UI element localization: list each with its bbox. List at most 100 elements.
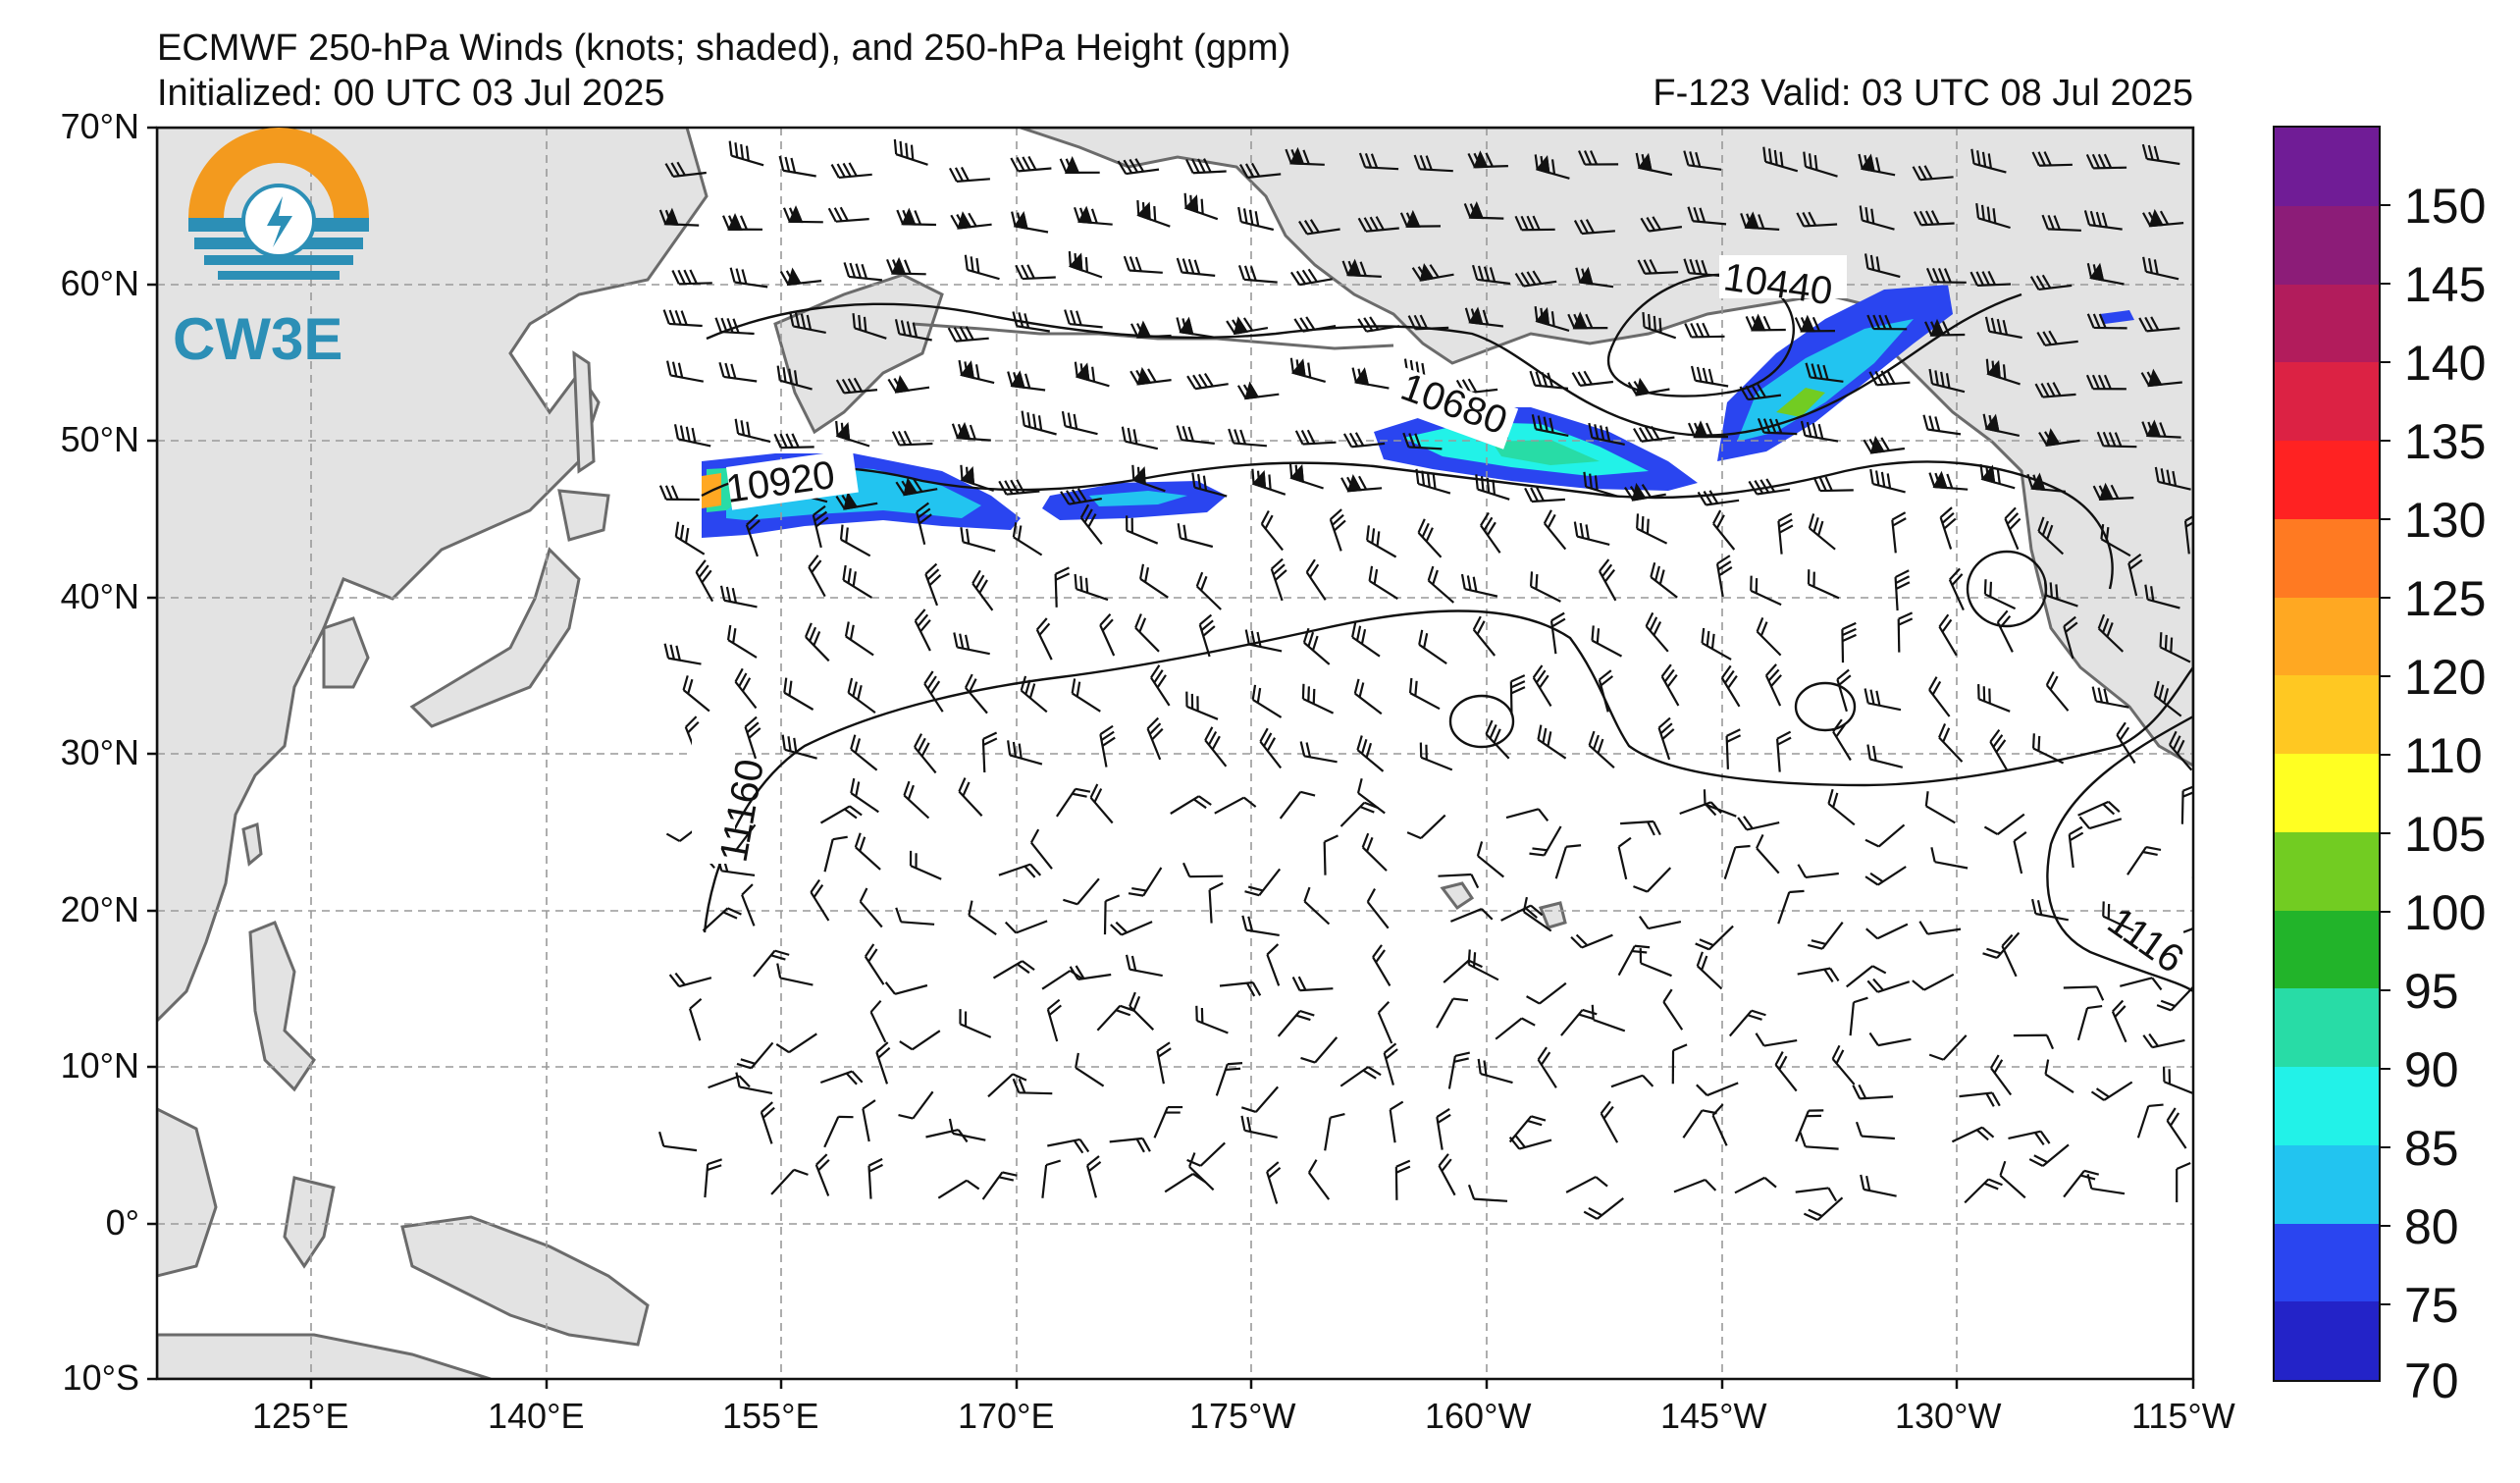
- wind-barb: [1617, 944, 1651, 977]
- wind-barb: [2045, 670, 2070, 712]
- wind-barb: [2031, 151, 2073, 167]
- taiwan: [241, 821, 263, 867]
- wind-barb: [1723, 844, 1751, 879]
- aleutian-chain: [912, 322, 1394, 350]
- map-ticks: [147, 126, 2195, 1389]
- colorbar-tick: [2381, 283, 2390, 285]
- wind-barb: [835, 420, 870, 448]
- wind-barb: [1029, 828, 1053, 870]
- wind-barb: [1684, 322, 1725, 339]
- wind-barb: [1583, 1197, 1624, 1220]
- wind-barb: [718, 361, 758, 383]
- valid-time: F-123 Valid: 03 UTC 08 Jul 2025: [1653, 73, 2193, 114]
- wind-barb: [1285, 146, 1325, 166]
- wind-barb: [1531, 414, 1569, 437]
- wind-barb: [1288, 462, 1324, 490]
- wind-barb: [1351, 622, 1381, 658]
- wind-barb: [862, 1099, 876, 1142]
- lon-label-170e: 170°E: [958, 1396, 1055, 1436]
- wind-barb: [1449, 908, 1494, 923]
- wind-barb: [1852, 1084, 1894, 1100]
- wind-barb: [864, 943, 885, 985]
- wind-barb: [1021, 410, 1057, 436]
- wind-barb: [2013, 1033, 2055, 1050]
- wind-barb: [959, 1009, 992, 1038]
- wind-barb: [2063, 615, 2078, 660]
- wind-barb: [1863, 435, 1906, 454]
- wind-barb: [891, 430, 933, 447]
- wind-barb: [1808, 513, 1836, 551]
- wind-barb: [2097, 613, 2125, 653]
- philippines: [248, 921, 316, 1092]
- colorbar-segment: [2275, 205, 2379, 285]
- wind-barb: [1543, 509, 1567, 551]
- lat-label-50n: 50°N: [60, 419, 139, 459]
- wind-barb: [950, 211, 992, 230]
- wind-barb: [1079, 503, 1103, 545]
- wind-barb: [1695, 925, 1734, 951]
- wind-barb: [823, 1115, 854, 1148]
- wind-barb: [1177, 523, 1214, 549]
- wind-barb: [2126, 845, 2162, 875]
- wind-barb: [854, 832, 881, 871]
- wind-barb: [735, 1072, 773, 1094]
- wind-barb: [1011, 210, 1049, 234]
- wind-barb: [1110, 921, 1153, 936]
- wind-barb: [1696, 1082, 1739, 1097]
- wind-barb: [1657, 716, 1675, 761]
- lat-label-30n: 30°N: [60, 732, 139, 772]
- wind-barb: [1683, 258, 1723, 278]
- logo-arc: [188, 128, 369, 218]
- colorbar-tick: [2381, 204, 2390, 206]
- lon-label-130w: 130°W: [1895, 1396, 2002, 1436]
- contour-10680: [706, 292, 2022, 437]
- wind-barb: [893, 138, 928, 166]
- hawaii: [1440, 881, 1567, 929]
- sakhalin: [572, 350, 596, 474]
- wind-barb: [1799, 1132, 1839, 1150]
- wind-barb: [2031, 733, 2065, 765]
- wind-barb: [808, 555, 826, 598]
- cw3e-logo: CW3E: [173, 128, 369, 372]
- wind-barb: [1635, 152, 1673, 177]
- wind-barb: [1176, 316, 1214, 339]
- wind-barb: [1591, 625, 1623, 658]
- wind-barb: [776, 963, 814, 986]
- cb-label-130: 130: [2404, 493, 2487, 548]
- wind-barb: [1979, 463, 2016, 490]
- wind-barb: [2116, 721, 2136, 765]
- wind-barb: [1047, 1138, 1090, 1154]
- wind-barb: [2142, 256, 2179, 281]
- wind-barb: [2076, 1004, 2103, 1041]
- colorbar-tick: [2381, 675, 2390, 677]
- wind-barb: [896, 207, 937, 227]
- wind-barb: [1012, 1078, 1053, 1095]
- wind-barb: [1836, 668, 1852, 713]
- wind-barb: [1368, 565, 1398, 601]
- wind-barb: [1074, 361, 1110, 388]
- wind-barb: [1860, 1174, 1897, 1197]
- wind-barb: [658, 485, 700, 502]
- wind-barb: [773, 433, 814, 450]
- lon-label-160w: 160°W: [1425, 1396, 1532, 1436]
- cb-label-120: 120: [2404, 650, 2487, 705]
- wind-barb: [992, 960, 1035, 980]
- wind-barb: [1696, 951, 1723, 990]
- wind-barb: [1340, 473, 1383, 493]
- wind-barb: [1803, 151, 1838, 178]
- wind-barb: [1176, 257, 1216, 277]
- wind-barb: [812, 504, 829, 549]
- wind-barb: [1300, 1036, 1339, 1064]
- wind-barb: [1711, 1103, 1728, 1146]
- wind-barb: [1529, 370, 1569, 390]
- lightning-icon: [267, 196, 292, 247]
- wind-barb: [1858, 153, 1896, 177]
- wind-barb: [1418, 629, 1447, 665]
- wind-barb: [1339, 1066, 1382, 1087]
- wind-barb: [1372, 944, 1391, 986]
- wind-barb: [1329, 508, 1346, 552]
- wind-barb: [1146, 716, 1164, 761]
- wind-barb: [1918, 921, 1962, 935]
- wind-barb: [1928, 368, 1966, 394]
